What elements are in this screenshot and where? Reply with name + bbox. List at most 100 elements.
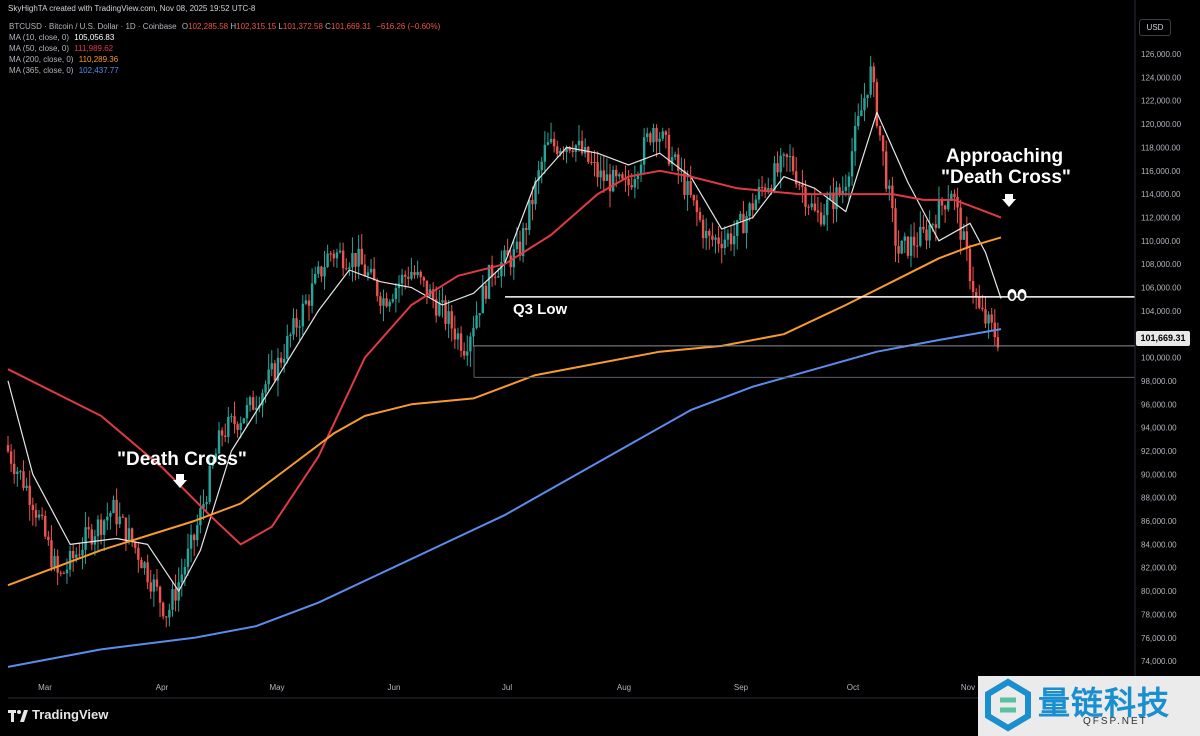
candle-body (438, 302, 441, 316)
candle-body (118, 516, 121, 525)
indicator-label: MA (200, close, 0) (9, 55, 74, 64)
candle-body (813, 203, 817, 211)
candle-body (121, 516, 125, 518)
candle-body (791, 156, 795, 172)
candle-body (59, 572, 62, 574)
candle-body (441, 300, 444, 303)
candle-body (872, 66, 875, 83)
candle-body (621, 174, 624, 179)
candle-body (264, 384, 267, 393)
candle-body (99, 519, 103, 535)
candle-body (183, 566, 187, 575)
price-tick-label: 126,000.00 (1141, 50, 1182, 59)
candle-body (723, 239, 727, 249)
candle-body (686, 181, 689, 196)
candle-body (888, 185, 891, 189)
candle-body (549, 138, 553, 143)
candle-body (106, 516, 109, 521)
candle-body (587, 146, 590, 162)
candle-body (400, 274, 404, 284)
candle-body (137, 547, 140, 560)
candle-body (236, 424, 239, 430)
ma50-line (7, 169, 1002, 546)
price-tick-label: 104,000.00 (1141, 307, 1182, 316)
candle-body (109, 513, 112, 517)
candle-body (500, 262, 503, 277)
price-tick-label: 94,000.00 (1141, 424, 1177, 433)
candle-body (596, 162, 599, 178)
candle-body (25, 485, 28, 489)
indicator-ma200[interactable]: MA (200, close, 0) 110,289.36 (9, 55, 118, 65)
candle-body (78, 554, 81, 556)
tradingview-logo-icon (8, 709, 28, 722)
candle-body (835, 187, 838, 210)
candle-body (158, 586, 162, 603)
candle-body (320, 266, 323, 277)
arrow-down-icon-head (173, 480, 187, 488)
candle-body (680, 170, 683, 172)
indicator-ma10[interactable]: MA (10, close, 0) 105,056.83 (9, 33, 114, 43)
candle-body (407, 276, 410, 279)
candle-body (757, 187, 761, 200)
candle-body (282, 358, 286, 363)
candle-body (646, 133, 649, 138)
candle-body (974, 291, 978, 297)
candle-body (770, 187, 773, 191)
candle-body (605, 174, 609, 181)
time-tick-label: Oct (847, 683, 860, 692)
time-tick-label: Jun (388, 683, 401, 692)
candle-body (199, 508, 202, 526)
moving-average-lines (7, 111, 1002, 668)
candle-body (447, 311, 450, 324)
candle-body (909, 236, 913, 256)
candle-body (292, 318, 295, 335)
watermark-subtext: QFSP.NET (1083, 716, 1148, 727)
symbol-header[interactable]: BTCUSD · Bitcoin / U.S. Dollar · 1D · Co… (9, 22, 440, 32)
candle-body (230, 416, 233, 418)
price-tick-label: 124,000.00 (1141, 73, 1182, 82)
candle-body (788, 156, 792, 158)
candle-body (711, 235, 714, 240)
candle-body (202, 503, 205, 509)
candle-body (658, 138, 661, 142)
symbol-line[interactable]: BTCUSD · Bitcoin / U.S. Dollar · 1D · Co… (9, 22, 177, 31)
indicator-ma365[interactable]: MA (365, close, 0) 102,437.77 (9, 66, 119, 76)
candle-body (642, 137, 646, 165)
candle-body (965, 231, 969, 249)
candle-body (130, 528, 134, 543)
ma10-line (7, 111, 1002, 592)
candle-body (826, 199, 829, 216)
candle-body (332, 253, 336, 259)
candle-body (708, 230, 711, 236)
ma200-line (7, 236, 1002, 587)
time-tick-label: Sep (734, 683, 749, 692)
indicator-value: 105,056.83 (74, 33, 115, 42)
price-tick-label: 80,000.00 (1141, 587, 1177, 596)
candle-body (782, 154, 785, 156)
tradingview-logo[interactable]: TradingView (8, 707, 108, 722)
candle-body (717, 237, 720, 244)
candle-body (363, 264, 367, 276)
axes: 126,000.00 124,000.00 122,000.00 120,000.00… (8, 0, 1200, 699)
candle-body (261, 392, 264, 406)
candle-body (189, 534, 193, 549)
indicator-ma50[interactable]: MA (50, close, 0) 111,989.62 (9, 44, 113, 54)
candle-body (528, 199, 531, 231)
candle-body (310, 283, 314, 306)
candle-body (816, 210, 820, 213)
candle-body (161, 602, 165, 617)
candle-body (251, 397, 255, 410)
candle-body (590, 161, 593, 163)
candle-body (227, 416, 230, 437)
candle-body (472, 327, 475, 337)
candle-body (863, 98, 866, 111)
candle-body (698, 212, 702, 220)
candle-body (525, 228, 528, 231)
candle-body (819, 212, 823, 225)
price-tick-label: 86,000.00 (1141, 517, 1177, 526)
candle-body (410, 272, 413, 279)
candle-body (37, 514, 41, 518)
currency-unit-button[interactable]: USD (1139, 19, 1171, 36)
candle-body (351, 253, 354, 268)
